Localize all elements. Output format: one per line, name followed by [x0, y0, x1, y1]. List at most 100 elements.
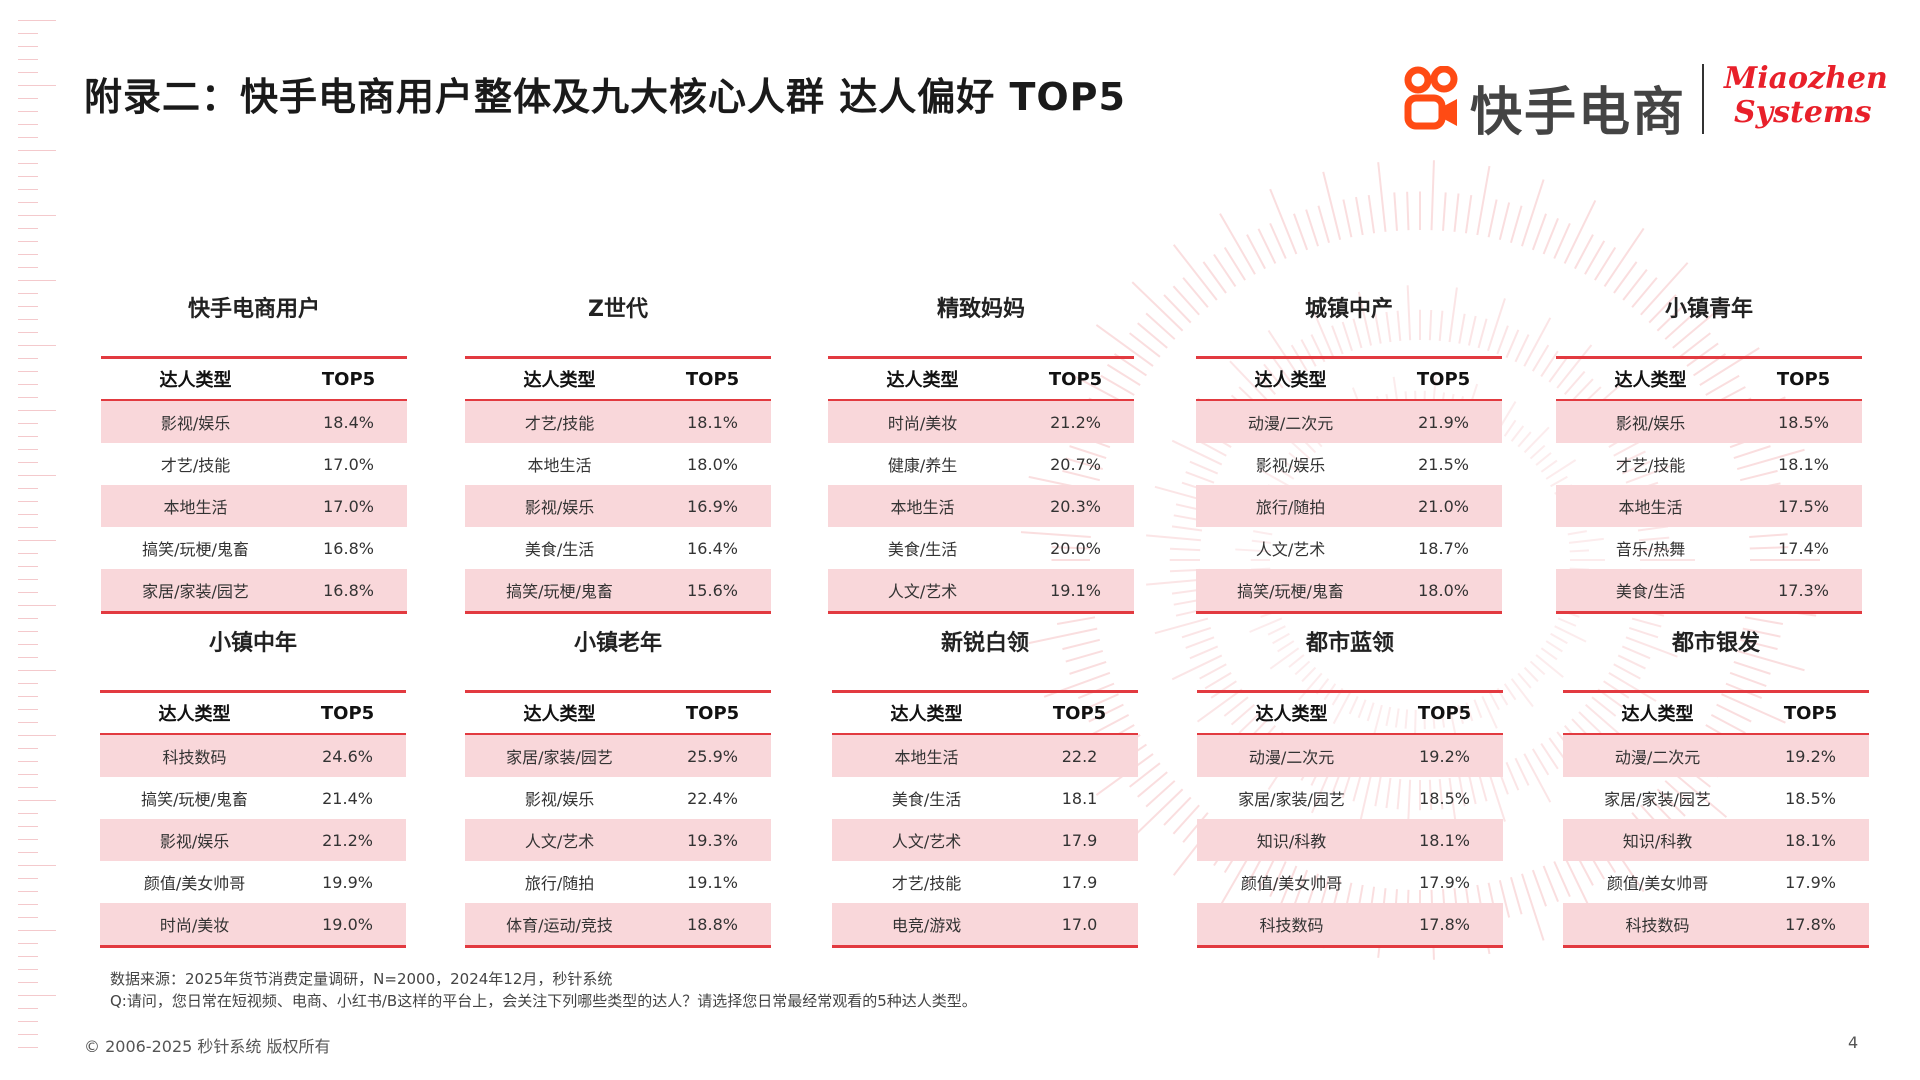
- creator-type-cell: 才艺/技能: [1615, 456, 1686, 475]
- top5-value-cell: 18.0%: [1385, 569, 1502, 613]
- preference-table: 达人类型 TOP5 动漫/二次元 21.9% 影视/娱乐 21.5% 旅行/随拍 21.0% 人…: [1196, 356, 1502, 614]
- header-creator-type: 达人类型: [465, 691, 655, 735]
- ruler-tick: [18, 345, 56, 346]
- ruler-tick: [18, 111, 38, 112]
- table-row: 时尚/美妆 21.2%: [828, 400, 1134, 443]
- burst-tick: [1531, 213, 1547, 251]
- burst-tick: [1540, 647, 1558, 661]
- burst-tick: [1509, 876, 1523, 915]
- table-row: 才艺/技能 18.1%: [465, 400, 771, 443]
- creator-type-cell: 电竞/游戏: [832, 903, 1022, 947]
- panel-title: 快手电商用户: [187, 297, 320, 322]
- burst-tick: [1430, 160, 1435, 231]
- top5-value-cell: 18.1: [1061, 788, 1098, 808]
- burst-tick: [1510, 425, 1525, 442]
- top5-value-cell: 20.3%: [1017, 485, 1134, 527]
- creator-type-cell: 体育/运动/竞技: [465, 903, 655, 947]
- miaozhen-logo-line2: Systems: [1734, 95, 1872, 130]
- burst-tick: [1199, 663, 1227, 680]
- table-row: 美食/生活 20.0%: [828, 527, 1134, 569]
- ruler-tick: [18, 449, 38, 450]
- table-row: 体育/运动/竞技 18.8%: [465, 903, 771, 947]
- ruler-tick: [18, 475, 56, 476]
- ruler-tick: [18, 930, 56, 931]
- ruler-tick: [18, 72, 38, 73]
- creator-type-cell: 时尚/美妆: [828, 400, 1018, 443]
- creator-type-cell: 本地生活: [1556, 485, 1746, 527]
- header-creator-type: 达人类型: [1563, 691, 1753, 735]
- ruler-tick: [18, 46, 38, 47]
- ruler-tick: [18, 176, 38, 177]
- preference-table: 达人类型 TOP5 科技数码 24.6% 搞笑/玩梗/鬼畜 21.4% 影视/娱乐 21.2%…: [100, 690, 406, 948]
- burst-tick: [1545, 640, 1563, 653]
- panel-refined-mothers: 精致妈妈 达人类型 TOP5 时尚/美妆 21.2% 健康/养生 20.7% 本地生活 20.…: [828, 290, 1134, 614]
- panel-small-town-middle-aged: 小镇中年 达人类型 TOP5 科技数码 24.6% 搞笑/玩梗/鬼畜 21.4% 影视/娱乐…: [100, 624, 406, 948]
- table-row: 影视/娱乐 18.5%: [1556, 400, 1862, 443]
- burst-tick: [1531, 748, 1550, 776]
- ruler-tick: [18, 293, 38, 294]
- top5-value-cell: 19.2%: [1752, 734, 1869, 777]
- burst-tick: [1406, 191, 1410, 231]
- creator-type-cell: 搞笑/玩梗/鬼畜: [141, 790, 248, 809]
- burst-tick: [1523, 317, 1552, 367]
- creator-type-cell: 影视/娱乐: [524, 790, 595, 809]
- top5-value-cell: 21.2%: [289, 819, 406, 861]
- creator-type-cell: 颜值/美女帅哥: [1606, 874, 1709, 893]
- burst-tick: [1317, 205, 1331, 244]
- panel-new-white-collar: 新锐白领 达人类型 TOP5 本地生活 22.2 美食/生活 18.1 人文/艺术 17.9 才…: [832, 624, 1138, 948]
- top5-value-cell: 24.6%: [289, 734, 406, 777]
- header-creator-type: 达人类型: [465, 357, 655, 401]
- creator-type-cell: 旅行/随拍: [524, 874, 595, 893]
- top5-value-cell: 18.5%: [1745, 400, 1862, 443]
- creator-type-cell: 动漫/二次元: [1196, 400, 1386, 443]
- table-row: 美食/生活 18.1: [832, 777, 1138, 819]
- copyright-footer: © 2006-2025 秒针系统 版权所有: [84, 1037, 331, 1056]
- burst-tick: [1487, 199, 1498, 238]
- page-number: 4: [1848, 1033, 1859, 1052]
- table-row: 电竞/游戏 17.0: [832, 903, 1138, 947]
- burst-tick: [1529, 660, 1546, 676]
- ruler-tick: [18, 397, 38, 398]
- top5-value-cell: 18.1%: [1386, 819, 1503, 861]
- panel-title: 小镇老年: [573, 631, 662, 656]
- table-row: 本地生活 17.0%: [101, 485, 407, 527]
- creator-type-cell: 人文/艺术: [465, 819, 655, 861]
- table-header-row: 达人类型 TOP5: [1197, 691, 1503, 735]
- burst-tick: [1529, 444, 1546, 460]
- burst-tick: [1503, 683, 1517, 701]
- burst-tick: [1498, 202, 1511, 241]
- table-header-row: 达人类型 TOP5: [828, 357, 1134, 401]
- top5-value-cell: 16.8%: [323, 538, 374, 558]
- table-row: 家居/家装/园艺 18.5%: [1563, 777, 1869, 819]
- ruler-tick: [18, 423, 38, 424]
- table-header-row: 达人类型 TOP5: [1556, 357, 1862, 401]
- burst-tick: [1517, 431, 1532, 448]
- ruler-tick: [18, 163, 38, 164]
- burst-tick: [1393, 192, 1398, 231]
- top5-value-cell: 17.8%: [1752, 903, 1869, 947]
- ruler-tick: [18, 254, 38, 255]
- header-top5: TOP5: [1745, 357, 1862, 401]
- table-header-row: 达人类型 TOP5: [465, 691, 771, 735]
- burst-tick: [1521, 179, 1545, 247]
- panel-gen-z: Z世代 达人类型 TOP5 才艺/技能 18.1% 本地生活 18.0% 影视/娱乐 16.9…: [465, 290, 771, 614]
- creator-type-cell: 影视/娱乐: [465, 485, 655, 527]
- ruler-tick: [18, 358, 38, 359]
- table-row: 音乐/热舞 17.4%: [1556, 527, 1862, 569]
- panel-title: 新锐白领: [940, 631, 1029, 656]
- table-row: 科技数码 24.6%: [100, 734, 406, 777]
- burst-tick: [1584, 240, 1606, 275]
- burst-tick: [1146, 534, 1201, 542]
- ruler-tick: [18, 696, 38, 697]
- left-ruler-decoration: [18, 20, 68, 1060]
- ruler-tick: [18, 371, 38, 372]
- burst-tick: [1213, 253, 1237, 287]
- ruler-tick: [18, 319, 38, 320]
- creator-type-cell: 颜值/美女帅哥: [143, 874, 246, 893]
- header-creator-type: 达人类型: [832, 691, 1022, 735]
- panel-title: 小镇青年: [1664, 297, 1753, 322]
- creator-type-cell: 才艺/技能: [891, 874, 962, 893]
- panel-kuaishou-users: 快手电商用户 达人类型 TOP5 影视/娱乐 18.4% 才艺/技能 17.0% 本地生活 1…: [101, 290, 407, 614]
- table-header-row: 达人类型 TOP5: [832, 691, 1138, 735]
- burst-tick: [1137, 322, 1168, 349]
